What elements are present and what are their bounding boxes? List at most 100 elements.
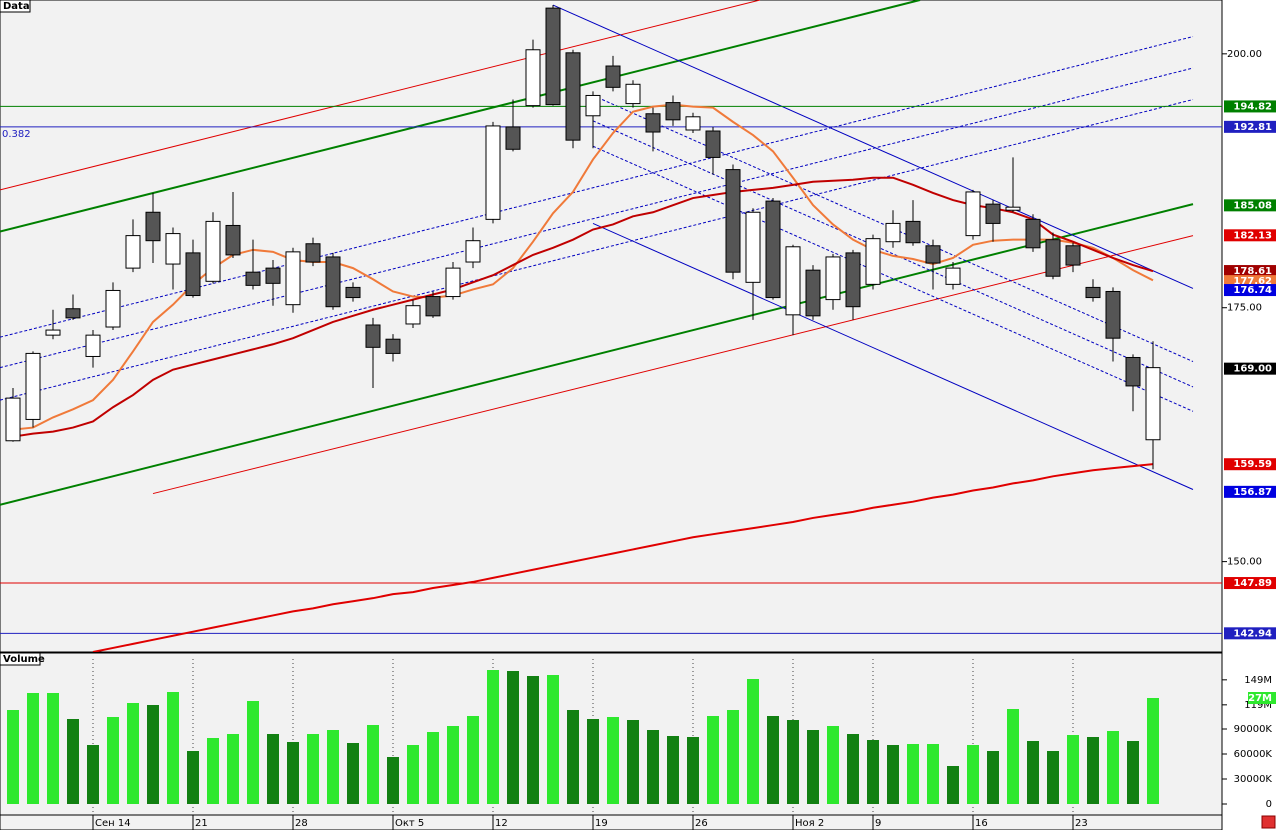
candle-body (165, 233, 181, 265)
volume-bar (347, 743, 359, 804)
volume-bar (167, 692, 179, 804)
candle-body (425, 296, 441, 317)
volume-bar (607, 717, 619, 804)
level-marker (1224, 265, 1276, 278)
candle-body (265, 267, 281, 284)
y-tick-label: 200.00 (1227, 49, 1262, 60)
candle-body (865, 238, 881, 285)
x-tick-label: Окт 5 (395, 818, 424, 829)
y-tick-label: 149M (1244, 675, 1272, 686)
candle-body (905, 220, 921, 244)
volume-bar (87, 745, 99, 804)
candle-body (345, 286, 361, 299)
volume-bar (807, 730, 819, 804)
volume-bar (867, 740, 879, 804)
y-tick-label: 90000K (1234, 724, 1273, 735)
volume-bar (447, 726, 459, 804)
price-panel (0, 0, 1223, 653)
volume-bar (967, 745, 979, 804)
date-bar (0, 814, 1223, 830)
level-label: 169.00 (1233, 364, 1272, 375)
trend-line (592, 95, 1194, 363)
candle-body (925, 245, 941, 264)
volume-bar (1067, 735, 1079, 804)
volume-bar (367, 725, 379, 804)
y-tick-label: 150.00 (1227, 557, 1262, 568)
candle-body (985, 203, 1001, 224)
x-tick-label: Ноя 2 (795, 818, 824, 829)
candle-body (965, 191, 981, 237)
volume-bar (207, 738, 219, 804)
candle-body (225, 224, 241, 256)
volume-bar (427, 732, 439, 804)
chart-title: Data (3, 1, 30, 12)
candle-body (45, 329, 61, 336)
volume-bar (647, 730, 659, 804)
y-tick-label: 175.00 (1227, 303, 1262, 314)
candle-body (485, 125, 501, 220)
volume-bar (847, 734, 859, 804)
volume-bar (487, 670, 499, 804)
candle-body (645, 113, 661, 133)
volume-bar (887, 745, 899, 804)
y-tick-label: 0 (1266, 799, 1272, 810)
volume-bar (147, 705, 159, 804)
candle-body (5, 397, 21, 442)
level-label: 194.82 (1233, 101, 1272, 112)
candle-body (1125, 356, 1141, 387)
candle-body (1145, 367, 1161, 441)
volume-bar (627, 720, 639, 804)
volume-bar (227, 734, 239, 804)
y-tick-label: 60000K (1234, 749, 1273, 760)
candle-body (405, 305, 421, 325)
level-marker (1224, 577, 1276, 590)
volume-bar (187, 751, 199, 804)
level-marker (1224, 284, 1276, 297)
candle-body (305, 243, 321, 263)
indicator-line (12, 176, 1154, 438)
x-tick-label: 21 (195, 818, 208, 829)
candle-body (25, 352, 41, 420)
trend-line (0, 67, 1194, 369)
level-label: 185.08 (1233, 200, 1272, 211)
volume-bar (567, 710, 579, 804)
candle-body (205, 220, 221, 282)
volume-bar (927, 744, 939, 804)
level-label: 182.13 (1233, 230, 1272, 241)
volume-bar (127, 703, 139, 804)
volume-bar (107, 717, 119, 804)
level-label: 159.59 (1233, 459, 1272, 470)
volume-bar (267, 734, 279, 804)
candle-body (805, 269, 821, 317)
x-tick-label: 19 (595, 818, 608, 829)
candle-body (145, 211, 161, 242)
candle-body (325, 256, 341, 308)
level-text: 0.382 (2, 129, 31, 140)
candle-body (1025, 218, 1041, 249)
volume-bar (667, 736, 679, 804)
trend-line (0, 0, 761, 191)
candle-body (1065, 245, 1081, 266)
level-label: 142.94 (1233, 628, 1272, 639)
candle-body (665, 102, 681, 121)
volume-bar (47, 693, 59, 804)
scroll-button[interactable] (1261, 815, 1276, 829)
level-marker (1224, 627, 1276, 640)
volume-bar (907, 744, 919, 804)
trend-line (592, 120, 1194, 388)
candle-body (245, 271, 261, 286)
candle-body (525, 49, 541, 107)
level-marker (1224, 485, 1276, 498)
volume-bar (1027, 741, 1039, 804)
candle-body (685, 116, 701, 131)
level-label: 178.61 (1233, 266, 1272, 277)
candle-body (465, 240, 481, 263)
volume-bar (947, 766, 959, 804)
indicator-line (12, 103, 1154, 431)
volume-bar (727, 710, 739, 804)
candle-body (1085, 286, 1101, 299)
volume-bar (987, 751, 999, 804)
level-label: 192.81 (1233, 122, 1272, 133)
candle-body (885, 222, 901, 243)
